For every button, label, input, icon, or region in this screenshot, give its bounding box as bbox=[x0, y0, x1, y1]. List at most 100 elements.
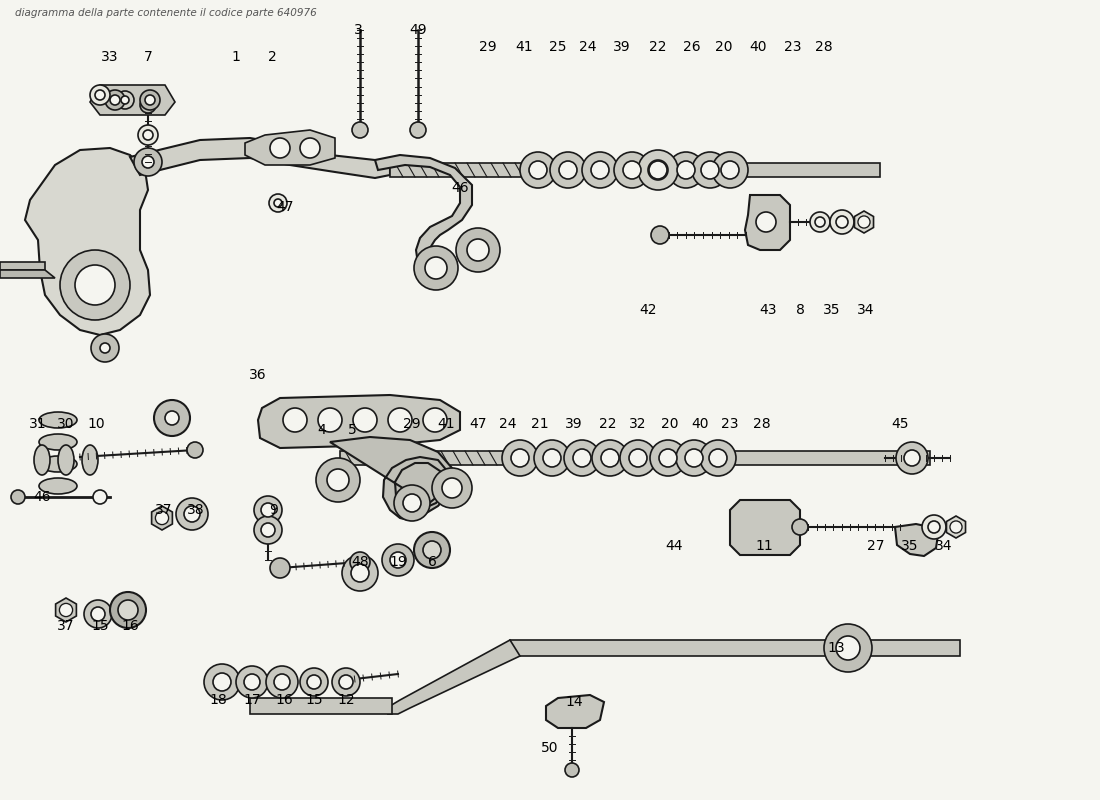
Polygon shape bbox=[375, 155, 472, 278]
Circle shape bbox=[307, 675, 321, 689]
Text: 34: 34 bbox=[857, 303, 874, 317]
Circle shape bbox=[520, 152, 556, 188]
Text: 13: 13 bbox=[827, 641, 845, 655]
Circle shape bbox=[676, 161, 695, 179]
Circle shape bbox=[261, 523, 275, 537]
Text: 48: 48 bbox=[351, 555, 369, 569]
Circle shape bbox=[155, 511, 168, 525]
Circle shape bbox=[352, 122, 368, 138]
Circle shape bbox=[424, 541, 441, 559]
Circle shape bbox=[176, 498, 208, 530]
Circle shape bbox=[638, 150, 678, 190]
Text: 43: 43 bbox=[759, 303, 777, 317]
Text: 37: 37 bbox=[155, 503, 173, 517]
Circle shape bbox=[143, 130, 153, 140]
Text: 4: 4 bbox=[318, 423, 327, 437]
Circle shape bbox=[403, 494, 421, 512]
Text: 24: 24 bbox=[499, 417, 517, 431]
Circle shape bbox=[592, 440, 628, 476]
Circle shape bbox=[668, 152, 704, 188]
Text: 3: 3 bbox=[353, 23, 362, 37]
Polygon shape bbox=[390, 163, 880, 177]
Text: 47: 47 bbox=[470, 417, 486, 431]
Circle shape bbox=[140, 90, 159, 110]
Circle shape bbox=[414, 246, 458, 290]
Circle shape bbox=[145, 95, 155, 105]
Text: 27: 27 bbox=[867, 539, 884, 553]
Polygon shape bbox=[946, 516, 966, 538]
Circle shape bbox=[11, 490, 25, 504]
Circle shape bbox=[534, 440, 570, 476]
Polygon shape bbox=[130, 138, 390, 178]
Circle shape bbox=[244, 674, 260, 690]
Circle shape bbox=[236, 666, 268, 698]
Text: 15: 15 bbox=[91, 619, 109, 633]
Circle shape bbox=[922, 515, 946, 539]
Circle shape bbox=[676, 440, 712, 476]
Polygon shape bbox=[546, 695, 604, 728]
Circle shape bbox=[565, 763, 579, 777]
Text: 26: 26 bbox=[683, 40, 701, 54]
Circle shape bbox=[629, 449, 647, 467]
Circle shape bbox=[424, 408, 447, 432]
Polygon shape bbox=[388, 640, 520, 714]
Circle shape bbox=[94, 490, 107, 504]
Text: 50: 50 bbox=[541, 741, 559, 755]
Polygon shape bbox=[730, 500, 800, 555]
Text: 46: 46 bbox=[451, 181, 469, 195]
Polygon shape bbox=[56, 598, 76, 622]
Text: diagramma della parte contenente il codice parte 640976: diagramma della parte contenente il codi… bbox=[15, 8, 317, 18]
Polygon shape bbox=[745, 195, 790, 250]
Text: 29: 29 bbox=[480, 40, 497, 54]
Circle shape bbox=[184, 506, 200, 522]
Circle shape bbox=[564, 440, 600, 476]
Text: 1: 1 bbox=[232, 50, 241, 64]
Circle shape bbox=[254, 496, 282, 524]
Circle shape bbox=[601, 449, 619, 467]
Text: 40: 40 bbox=[749, 40, 767, 54]
Text: 8: 8 bbox=[795, 303, 804, 317]
Circle shape bbox=[318, 408, 342, 432]
Circle shape bbox=[623, 161, 641, 179]
Circle shape bbox=[512, 449, 529, 467]
Circle shape bbox=[270, 138, 290, 158]
Circle shape bbox=[332, 668, 360, 696]
Text: 34: 34 bbox=[935, 539, 953, 553]
Circle shape bbox=[339, 675, 353, 689]
Circle shape bbox=[351, 564, 369, 582]
Circle shape bbox=[110, 592, 146, 628]
Circle shape bbox=[142, 156, 154, 168]
Polygon shape bbox=[330, 437, 452, 520]
Text: 25: 25 bbox=[549, 40, 566, 54]
Circle shape bbox=[836, 216, 848, 228]
Polygon shape bbox=[0, 262, 45, 270]
Ellipse shape bbox=[39, 434, 77, 450]
Text: 22: 22 bbox=[600, 417, 617, 431]
Polygon shape bbox=[895, 524, 938, 556]
Circle shape bbox=[270, 194, 287, 212]
Circle shape bbox=[649, 161, 667, 179]
Circle shape bbox=[810, 212, 830, 232]
Circle shape bbox=[390, 552, 406, 568]
Text: 42: 42 bbox=[639, 303, 657, 317]
Circle shape bbox=[110, 95, 120, 105]
Text: 45: 45 bbox=[891, 417, 909, 431]
Circle shape bbox=[59, 603, 73, 617]
Circle shape bbox=[502, 440, 538, 476]
Circle shape bbox=[550, 152, 586, 188]
Circle shape bbox=[100, 343, 110, 353]
Text: 6: 6 bbox=[428, 555, 437, 569]
Circle shape bbox=[204, 664, 240, 700]
Circle shape bbox=[121, 96, 129, 104]
Polygon shape bbox=[250, 698, 392, 714]
Circle shape bbox=[165, 411, 179, 425]
Text: 28: 28 bbox=[815, 40, 833, 54]
Ellipse shape bbox=[39, 456, 77, 472]
Text: 18: 18 bbox=[209, 693, 227, 707]
Ellipse shape bbox=[34, 445, 50, 475]
Circle shape bbox=[950, 521, 962, 533]
Text: 41: 41 bbox=[515, 40, 532, 54]
Circle shape bbox=[720, 161, 739, 179]
Circle shape bbox=[300, 668, 328, 696]
Circle shape bbox=[104, 90, 125, 110]
